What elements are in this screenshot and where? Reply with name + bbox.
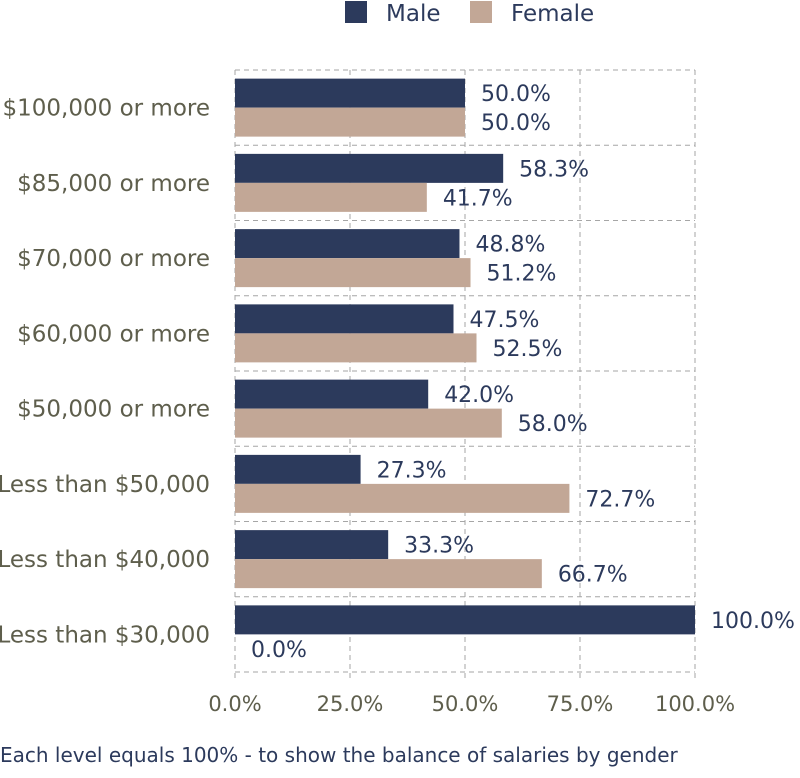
data-label-male: 100.0% — [711, 609, 795, 634]
x-tick-label: 25.0% — [317, 692, 384, 716]
legend: Male Female — [345, 1, 594, 27]
x-tick-label: 50.0% — [432, 692, 499, 716]
data-label-male: 27.3% — [377, 458, 447, 483]
legend-label-male: Male — [386, 1, 440, 27]
bar-female — [235, 333, 477, 363]
data-label-female: 0.0% — [251, 638, 307, 663]
bars — [235, 78, 695, 635]
data-label-male: 47.5% — [470, 308, 540, 333]
bar-male — [235, 304, 454, 334]
bar-female — [235, 408, 502, 438]
data-label-female: 58.0% — [518, 412, 588, 437]
chart-caption: Each level equals 100% - to show the bal… — [0, 743, 679, 767]
data-label-female: 41.7% — [443, 186, 513, 211]
data-label-female: 72.7% — [585, 487, 655, 512]
category-label: $100,000 or more — [3, 96, 210, 122]
data-label-male: 33.3% — [404, 534, 474, 559]
data-label-male: 50.0% — [481, 82, 551, 107]
category-label: $70,000 or more — [17, 246, 210, 272]
data-label-female: 66.7% — [558, 563, 628, 588]
data-label-female: 52.5% — [493, 337, 563, 362]
x-tick-label: 0.0% — [208, 692, 261, 716]
category-label: Less than $40,000 — [0, 547, 210, 573]
bar-male — [235, 454, 361, 484]
category-label: $50,000 or more — [17, 397, 210, 423]
bar-male — [235, 605, 695, 635]
data-label-male: 48.8% — [475, 233, 545, 258]
bar-male — [235, 78, 465, 108]
category-label: Less than $30,000 — [0, 622, 210, 648]
bar-male — [235, 379, 429, 409]
bar-female — [235, 182, 427, 212]
x-tick-label: 100.0% — [655, 692, 735, 716]
legend-swatch-male — [345, 1, 367, 23]
bar-female — [235, 107, 465, 137]
bar-male — [235, 530, 389, 560]
category-label: $85,000 or more — [17, 171, 210, 197]
data-label-male: 42.0% — [444, 383, 514, 408]
bar-male — [235, 229, 460, 259]
data-label-male: 58.3% — [519, 157, 589, 182]
category-label: Less than $50,000 — [0, 472, 210, 498]
bar-female — [235, 559, 542, 589]
legend-label-female: Female — [511, 1, 594, 27]
bar-female — [235, 258, 471, 288]
data-label-female: 51.2% — [487, 262, 557, 287]
labels: 0.0% 25.0% 50.0% 75.0% 100.0% 50.0% 50.0% $100,… — [0, 82, 795, 716]
bar-female — [235, 483, 570, 513]
legend-swatch-female — [470, 1, 492, 23]
data-label-female: 50.0% — [481, 111, 551, 136]
bar-male — [235, 153, 504, 183]
x-tick-label: 75.0% — [547, 692, 614, 716]
category-label: $60,000 or more — [17, 321, 210, 347]
grid-lines — [234, 69, 696, 682]
